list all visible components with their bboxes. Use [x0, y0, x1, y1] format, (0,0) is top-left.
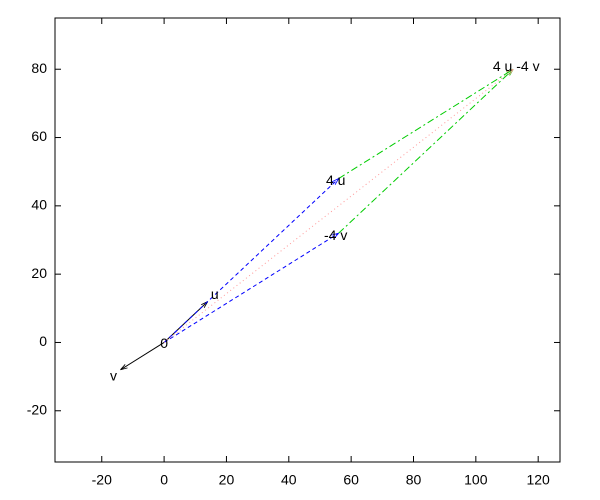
x-tick-label: 60	[343, 472, 359, 488]
point-label: u	[211, 286, 219, 302]
y-tick-label: 0	[39, 333, 47, 349]
x-tick-label: 120	[526, 472, 550, 488]
x-tick-label: 80	[406, 472, 422, 488]
x-tick-label: 40	[281, 472, 297, 488]
x-tick-label: 0	[160, 472, 168, 488]
y-tick-label: 60	[31, 128, 47, 144]
vector-line	[163, 179, 339, 343]
point-label: 0	[160, 335, 168, 351]
x-tick-label: 100	[464, 472, 488, 488]
x-tick-label: -20	[92, 472, 112, 488]
vector-line	[338, 69, 514, 234]
point-label: 4 u	[326, 172, 345, 188]
vector-line	[120, 342, 165, 369]
y-tick-label: -20	[27, 401, 47, 417]
y-tick-label: 20	[31, 265, 47, 281]
x-tick-label: 20	[219, 472, 235, 488]
point-label: 4 u -4 v	[493, 58, 540, 74]
vector-line	[338, 69, 514, 179]
vector-line	[163, 233, 339, 343]
point-label: v	[110, 367, 117, 383]
plot-frame	[54, 17, 561, 463]
point-label: -4 v	[324, 227, 347, 243]
y-tick-label: 80	[31, 60, 47, 76]
y-tick-label: 40	[31, 197, 47, 213]
